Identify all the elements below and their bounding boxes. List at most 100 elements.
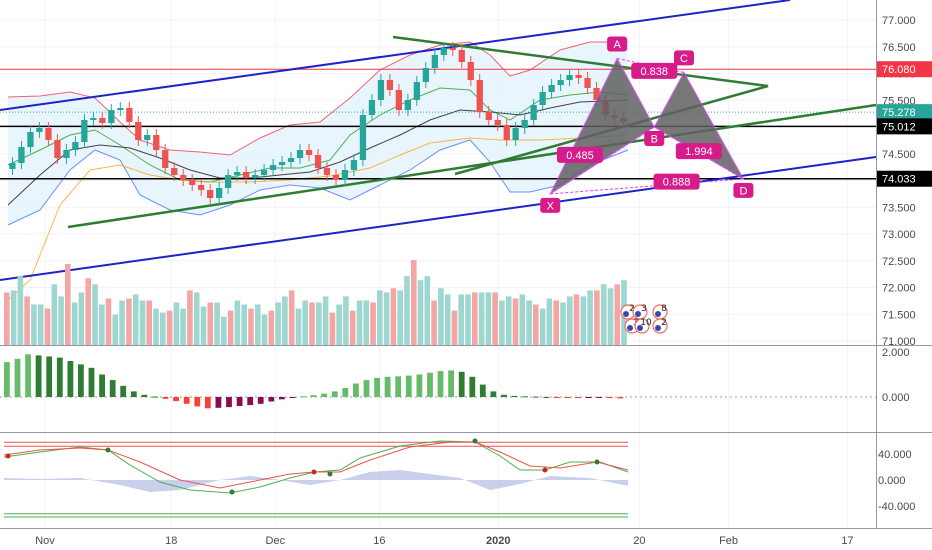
volume-bar bbox=[17, 276, 24, 345]
candle-body bbox=[539, 92, 546, 105]
candle-body bbox=[234, 172, 241, 175]
pattern-point-badge bbox=[673, 50, 694, 66]
volume-bar bbox=[4, 292, 10, 345]
volume-bar bbox=[458, 294, 464, 345]
volume-bar bbox=[51, 284, 58, 345]
osc1-histogram-bar bbox=[321, 393, 328, 397]
time-axis-tick: 16 bbox=[373, 535, 385, 547]
volume-bar bbox=[71, 302, 78, 345]
candle-body bbox=[117, 108, 124, 110]
candle-body bbox=[314, 155, 322, 168]
candle-body bbox=[72, 142, 79, 150]
candle-body bbox=[144, 135, 151, 140]
candle-body bbox=[548, 85, 555, 92]
pattern-ratio-line bbox=[550, 178, 744, 195]
channel-lower-line bbox=[0, 156, 877, 281]
volume-bar bbox=[539, 308, 546, 345]
price-axis-tick: 71.000 bbox=[882, 336, 916, 348]
candle-body bbox=[485, 112, 492, 120]
pattern-point-d: D bbox=[733, 182, 754, 198]
candle-body bbox=[476, 80, 483, 112]
volume-bar bbox=[227, 310, 234, 345]
time-axis-tick: 2020 bbox=[486, 535, 510, 547]
candle-body bbox=[260, 170, 268, 175]
candle-body bbox=[503, 125, 510, 140]
osc1-histogram-bar bbox=[247, 397, 254, 406]
osc1-histogram-bar bbox=[120, 385, 127, 398]
event-flag-icon bbox=[637, 325, 643, 331]
time-axis-tick: Nov bbox=[35, 535, 55, 547]
volume-bar bbox=[343, 296, 349, 345]
candle-body bbox=[27, 132, 34, 147]
volume-bar bbox=[438, 288, 444, 345]
event-count: 8 bbox=[661, 304, 667, 314]
volume-bar bbox=[451, 310, 458, 345]
osc1-histogram-bar bbox=[289, 397, 296, 398]
osc1-histogram-bar bbox=[78, 364, 84, 397]
time-axis-tick: 20 bbox=[633, 535, 645, 547]
volume-bar bbox=[282, 296, 288, 345]
price-axis-label: 76.080 bbox=[877, 61, 932, 78]
osc1-histogram-bar bbox=[479, 384, 486, 397]
osc1-histogram-bar bbox=[4, 362, 10, 397]
candle-body bbox=[323, 168, 331, 175]
pattern-point-badge bbox=[644, 131, 665, 146]
volume-bar bbox=[166, 310, 173, 345]
osc1-histogram-bar bbox=[564, 397, 571, 398]
candle-body bbox=[512, 128, 519, 140]
candle-body bbox=[575, 75, 582, 78]
event-marker: 8 bbox=[652, 304, 668, 320]
candle-body bbox=[395, 90, 402, 110]
pattern-ratio-value: 0.838 bbox=[640, 66, 668, 78]
volume-bar bbox=[492, 292, 498, 345]
volume-bar bbox=[78, 292, 85, 345]
event-marker: 10 bbox=[634, 318, 652, 334]
oscillator-lines-pane[interactable] bbox=[3, 438, 629, 518]
osc1-histogram-bar bbox=[109, 380, 116, 397]
osc2-cross-dot bbox=[542, 467, 548, 473]
pattern-point-badge bbox=[733, 182, 754, 198]
pattern-point-label: B bbox=[651, 134, 658, 146]
osc1-histogram-bar bbox=[88, 367, 95, 398]
volume-bar bbox=[417, 280, 424, 345]
volume-bar bbox=[187, 290, 193, 345]
candle-body bbox=[530, 105, 537, 120]
volume-bar bbox=[10, 290, 17, 345]
osc1-histogram-bar bbox=[554, 397, 560, 398]
volume-bar bbox=[119, 300, 125, 345]
pattern-ratio-value: 0.888 bbox=[663, 177, 691, 189]
volume-bar bbox=[533, 304, 539, 345]
candle-body bbox=[171, 168, 178, 175]
candle-body bbox=[377, 80, 385, 100]
candle-body bbox=[584, 78, 591, 88]
osc1-histogram-bar bbox=[215, 397, 222, 408]
price-axis-tick: 76.500 bbox=[882, 42, 916, 54]
volume-bar bbox=[105, 298, 112, 345]
volume-bar bbox=[370, 302, 376, 345]
candle-body bbox=[252, 175, 259, 178]
volume-bar bbox=[383, 292, 390, 345]
volume-bar bbox=[126, 298, 132, 345]
candle-body bbox=[386, 80, 393, 90]
volume-bar bbox=[329, 312, 336, 345]
volume-bar bbox=[85, 278, 91, 345]
oscillator-histogram-pane[interactable] bbox=[0, 354, 876, 409]
osc1-histogram-bar bbox=[585, 397, 592, 398]
price-axis-tick: 72.000 bbox=[882, 283, 916, 295]
event-flag-icon bbox=[627, 325, 633, 331]
volume-bar bbox=[411, 260, 417, 345]
osc1-histogram-bar bbox=[458, 371, 465, 397]
price-axis[interactable]: 77.00076.50076.00075.50075.00074.50074.0… bbox=[877, 15, 932, 513]
candle-body bbox=[216, 188, 223, 198]
pattern-point-a: A bbox=[607, 36, 628, 52]
osc1-histogram-bar bbox=[35, 355, 42, 397]
time-axis[interactable]: Nov 18 Dec 16 2020 20 Feb 17 bbox=[35, 535, 853, 547]
volume-bar bbox=[146, 300, 152, 345]
osc1-histogram-bar bbox=[490, 391, 497, 397]
event-marker: 2 bbox=[652, 318, 668, 334]
event-marker: 3 bbox=[632, 304, 648, 320]
pattern-point-b: B bbox=[644, 131, 665, 146]
volume-bar bbox=[600, 284, 607, 345]
